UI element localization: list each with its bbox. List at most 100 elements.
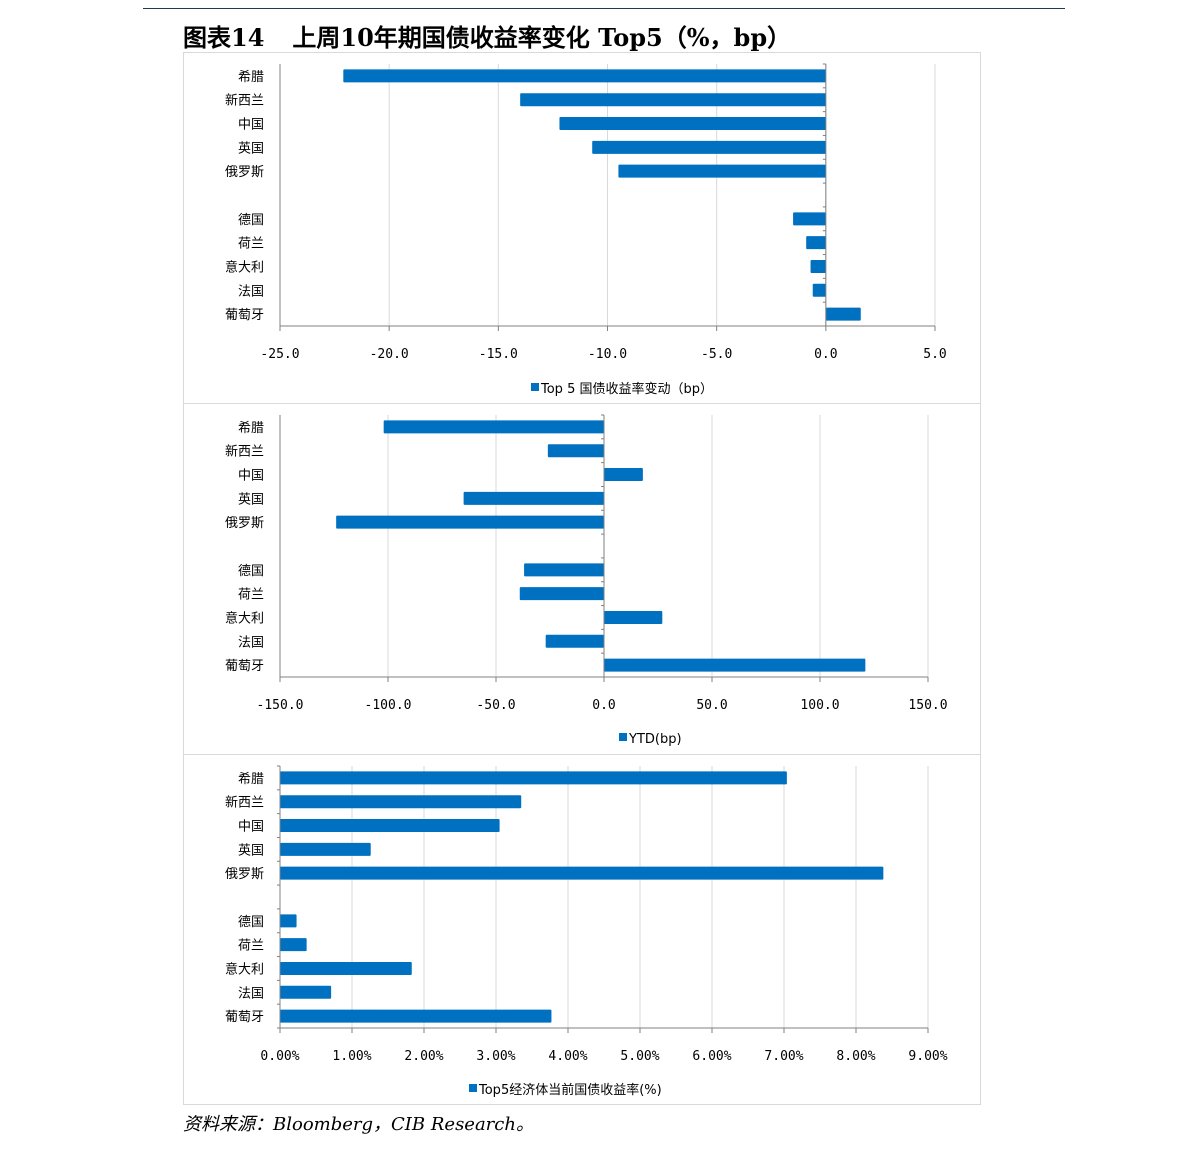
bar-德国	[793, 212, 826, 226]
figure-title: 图表14 上周10年期国债收益率变化 Top5（%，bp）	[183, 18, 791, 53]
bar-葡萄牙	[280, 1009, 552, 1023]
category-label: 葡萄牙	[225, 1010, 264, 1025]
bar-德国	[280, 914, 297, 928]
figure-title-text: 上周10年期国债收益率变化 Top5（%，bp）	[292, 23, 792, 52]
x-tick-label: 4.00%	[548, 1049, 587, 1064]
category-label: 意大利	[225, 961, 264, 977]
bar-新西兰	[547, 444, 604, 458]
bar-英国	[592, 140, 826, 154]
bar-法国	[545, 634, 604, 648]
bar-希腊	[383, 420, 604, 434]
category-label: 英国	[238, 141, 264, 156]
category-label: 德国	[238, 915, 264, 930]
category-label: 俄罗斯	[225, 867, 264, 882]
category-label: 葡萄牙	[225, 659, 264, 674]
x-tick-label: -50.0	[476, 698, 515, 713]
x-tick-label: 5.0	[923, 347, 946, 362]
category-label: 德国	[238, 213, 264, 228]
category-label: 荷兰	[238, 939, 264, 954]
bar-新西兰	[520, 93, 826, 107]
bar-荷兰	[806, 236, 826, 250]
chart-svg-ytd: -150.0 -100.0 -50.0 0.0 50.0 100.0 150.0 希腊新西兰中…	[225, 414, 948, 747]
x-tick-label: 50.0	[696, 698, 727, 713]
category-label: 意大利	[225, 610, 264, 626]
bar-英国	[463, 491, 604, 505]
bar-俄罗斯	[280, 866, 884, 880]
bar-法国	[812, 283, 826, 297]
panel-divider	[183, 754, 981, 755]
bar-荷兰	[280, 938, 307, 952]
figure-frame	[183, 52, 981, 1105]
category-label: 德国	[238, 564, 264, 579]
x-tick-label: 5.00%	[620, 1049, 659, 1064]
bar-中国	[604, 468, 643, 482]
category-label: 意大利	[225, 259, 264, 275]
bar-英国	[280, 842, 371, 856]
x-tick-label: 7.00%	[764, 1049, 803, 1064]
chart-svg-weekly-change: -25.0 -20.0 -15.0 -10.0 -5.0 0.0 5.0 希腊新西兰中国英国俄…	[225, 63, 947, 397]
x-tick-label: 2.00%	[404, 1049, 443, 1064]
x-tick-label: -25.0	[260, 347, 299, 362]
x-tick-label: 100.0	[800, 698, 839, 713]
bar-意大利	[810, 259, 826, 273]
chart-svg-current-yield: 0.00% 1.00% 2.00% 3.00% 4.00% 5.00% 6.00% 7.00%…	[225, 765, 948, 1098]
category-label: 希腊	[238, 70, 264, 85]
x-tick-label: 3.00%	[476, 1049, 515, 1064]
category-label: 英国	[238, 843, 264, 858]
category-label: 新西兰	[225, 795, 264, 811]
category-label: 荷兰	[238, 588, 264, 603]
category-label: 俄罗斯	[225, 516, 264, 531]
chart-panel-ytd: -150.0 -100.0 -50.0 0.0 50.0 100.0 150.0 希腊新西兰中…	[183, 404, 981, 753]
bar-法国	[280, 985, 332, 999]
category-label: 新西兰	[225, 93, 264, 109]
legend-swatch	[469, 1084, 477, 1092]
x-tick-label: -15.0	[479, 347, 518, 362]
x-tick-label: 150.0	[908, 698, 947, 713]
legend-swatch	[619, 733, 627, 741]
source-note: 资料来源：Bloomberg，CIB Research。	[183, 1114, 534, 1135]
bar-新西兰	[280, 795, 522, 809]
bar-葡萄牙	[604, 658, 866, 672]
legend-label: Top5经济体当前国债收益率(%)	[478, 1082, 662, 1098]
x-tick-label: 1.00%	[332, 1049, 371, 1064]
x-tick-label: 6.00%	[692, 1049, 731, 1064]
bar-希腊	[280, 771, 787, 785]
category-label: 希腊	[238, 421, 264, 436]
bar-中国	[280, 819, 500, 833]
bar-中国	[559, 117, 826, 131]
x-tick-label: 9.00%	[908, 1049, 947, 1064]
category-label: 俄罗斯	[225, 165, 264, 180]
category-label: 英国	[238, 492, 264, 507]
legend-label: YTD(bp)	[628, 732, 682, 747]
top-rule	[143, 8, 1065, 9]
category-label: 中国	[238, 469, 264, 484]
bar-葡萄牙	[825, 307, 861, 321]
bar-俄罗斯	[618, 164, 826, 178]
category-label: 法国	[238, 635, 264, 650]
x-tick-label: -20.0	[370, 347, 409, 362]
x-tick-label: 0.0	[592, 698, 615, 713]
bar-俄罗斯	[336, 515, 604, 529]
category-label: 法国	[238, 284, 264, 299]
x-tick-label: -100.0	[365, 698, 412, 713]
category-label: 中国	[238, 820, 264, 835]
category-label: 葡萄牙	[225, 308, 264, 323]
bar-意大利	[280, 961, 412, 975]
bar-希腊	[343, 69, 826, 83]
category-label: 荷兰	[238, 237, 264, 252]
category-label: 法国	[238, 986, 264, 1001]
legend-swatch	[531, 383, 539, 391]
category-label: 希腊	[238, 772, 264, 787]
x-tick-label: -150.0	[257, 698, 304, 713]
bar-荷兰	[519, 587, 604, 601]
x-tick-label: 0.0	[814, 347, 837, 362]
category-label: 新西兰	[225, 444, 264, 460]
x-tick-label: 0.00%	[260, 1049, 299, 1064]
bar-意大利	[604, 610, 663, 624]
x-tick-label: -10.0	[588, 347, 627, 362]
bar-德国	[524, 563, 604, 577]
chart-panel-current-yield: 0.00% 1.00% 2.00% 3.00% 4.00% 5.00% 6.00% 7.00%…	[183, 755, 981, 1103]
figure-number: 图表14	[183, 23, 265, 52]
x-tick-label: 8.00%	[836, 1049, 875, 1064]
legend-label: Top 5 国债收益率变动（bp）	[540, 381, 713, 397]
